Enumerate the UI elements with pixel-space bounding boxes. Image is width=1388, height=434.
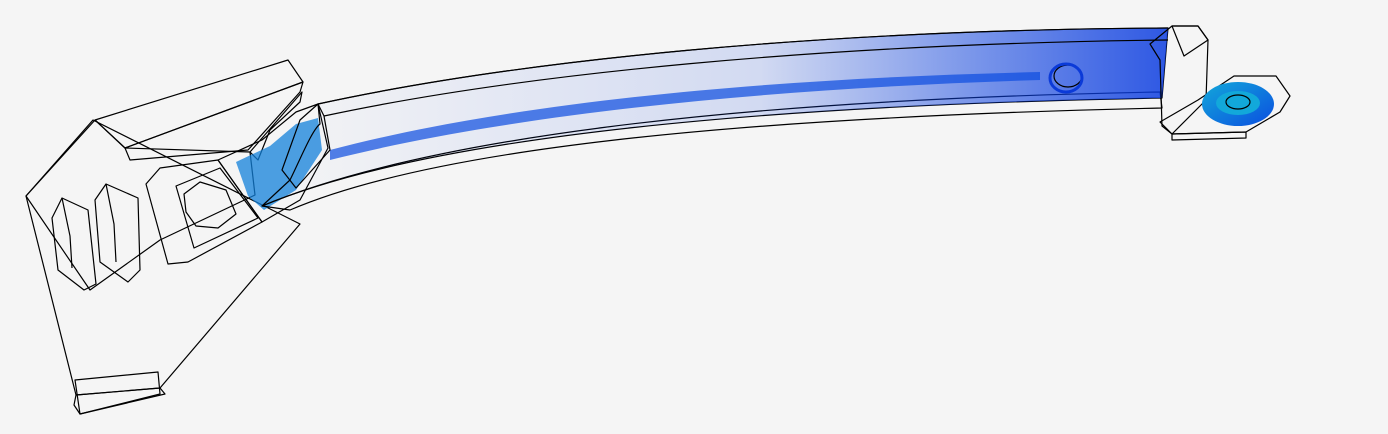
beam-low-stress-streak <box>330 72 1040 160</box>
base-collar-speckle <box>236 118 322 210</box>
base-block-top-2 <box>124 81 304 161</box>
base-block-top <box>94 59 304 149</box>
base-pocket-2 <box>94 183 141 283</box>
beam-neck <box>281 103 331 189</box>
bracket-lug-thickness <box>1171 131 1247 141</box>
base-pocket-3-face <box>175 167 259 249</box>
bracket-lug-ring-inner <box>1216 91 1260 115</box>
base-flange-lower-edge <box>74 371 161 415</box>
end-bracket[interactable] <box>1149 25 1291 141</box>
base-mount[interactable] <box>25 59 329 415</box>
beam-hole-rim <box>1048 62 1084 94</box>
beam-top-fade <box>262 28 1168 206</box>
beam[interactable] <box>261 27 1169 211</box>
base-block-front <box>25 119 256 291</box>
base-pocket-3-hex <box>183 181 237 229</box>
beam-top-edge <box>317 27 1169 105</box>
bracket-upright-side <box>1171 25 1209 57</box>
base-flange <box>25 119 301 396</box>
base-pocket-2-inner <box>105 183 117 263</box>
base-pocket-1-inner <box>61 197 73 269</box>
bracket-lug-hole <box>1225 94 1251 110</box>
base-flange-thickness <box>73 387 166 415</box>
beam-inner-edge <box>323 39 1169 117</box>
